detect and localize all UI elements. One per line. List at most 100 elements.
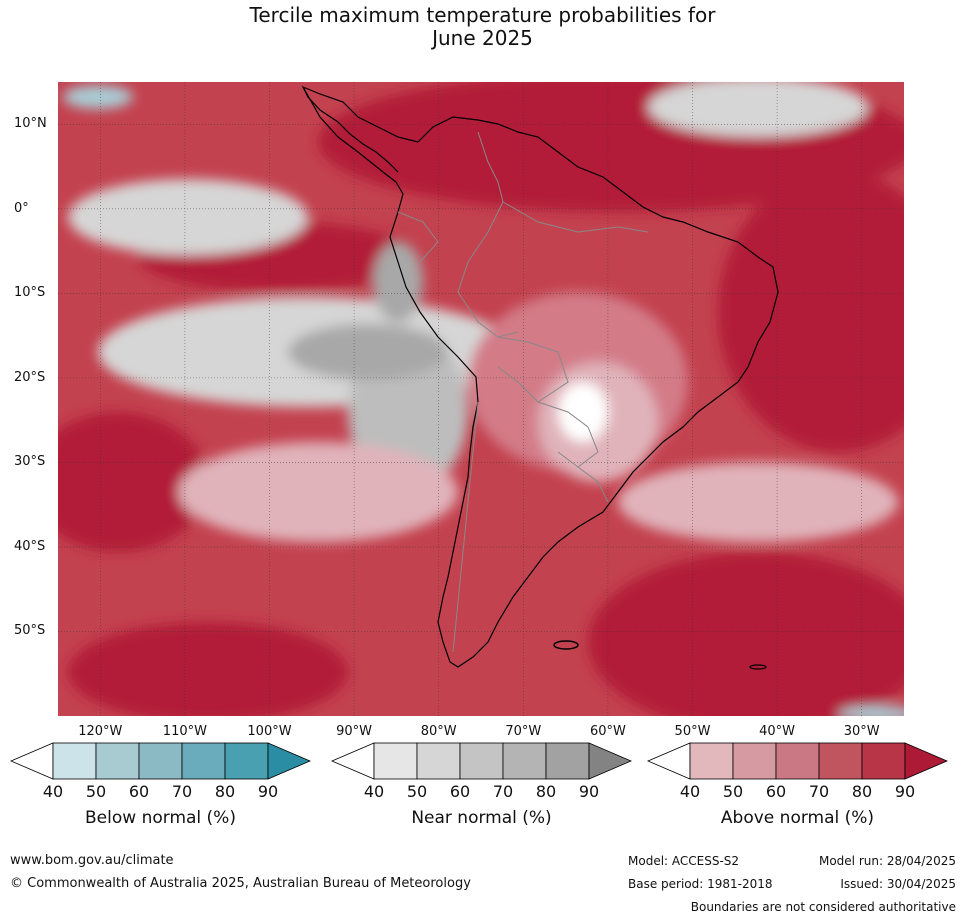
longitude-label: 90°W — [336, 724, 373, 739]
colorbar-tick-label: 90 — [578, 782, 600, 801]
colorbar — [10, 742, 311, 780]
footer-url: www.bom.gov.au/climate — [10, 853, 174, 868]
field-strong-northeast — [718, 172, 904, 452]
map-canvas — [58, 82, 904, 716]
probability-fields — [58, 82, 904, 716]
latitude-label: 0° — [14, 200, 29, 216]
longitude-label: 50°W — [674, 724, 711, 739]
colorbar-segment — [181, 742, 226, 780]
colorbar-tick-label: 80 — [214, 782, 236, 801]
border-ecuador — [397, 211, 439, 263]
colorbar-segment — [732, 742, 777, 780]
border-uruguay — [577, 466, 609, 503]
country-borders — [397, 131, 649, 653]
colorbar — [647, 742, 948, 780]
colorbar-segment — [95, 742, 140, 780]
longitude-label: 70°W — [505, 724, 542, 739]
colorbar-tick-label: 90 — [894, 782, 916, 801]
colorbar-title: Near normal (%) — [411, 808, 552, 828]
colorbar-title: Below normal (%) — [85, 808, 236, 828]
footer-copyright: © Commonwealth of Australia 2025, Austra… — [10, 876, 471, 891]
longitude-label: 30°W — [843, 724, 880, 739]
south-georgia — [749, 664, 767, 670]
field-strong-west — [58, 412, 208, 552]
colorbar-segment — [502, 742, 547, 780]
longitude-label: 60°W — [589, 724, 626, 739]
latitude-label: 10°S — [14, 285, 46, 301]
longitude-label: 40°W — [759, 724, 796, 739]
field-light-south-atlantic — [618, 462, 898, 542]
colorbar-tick-label: 80 — [535, 782, 557, 801]
probability-map — [58, 82, 904, 716]
falkland-islands — [553, 640, 579, 650]
border-paraguay — [537, 401, 599, 468]
colorbar-low-extend — [10, 742, 54, 780]
colorbar-tick-label: 60 — [449, 782, 471, 801]
field-near-dark-2 — [373, 242, 423, 322]
colorbar-tick-label: 70 — [492, 782, 514, 801]
field-near-dark-1 — [288, 324, 448, 380]
field-near-northeast — [648, 82, 868, 137]
south-america-coastline — [301, 85, 779, 668]
footer-base-period: Base period: 1981-2018 — [628, 877, 773, 891]
border-argentina-chile — [452, 401, 479, 653]
colorbar-tick-label: 60 — [765, 782, 787, 801]
footer-model-run: Model run: 28/04/2025 — [818, 854, 956, 868]
colorbar-tick-label: 50 — [722, 782, 744, 801]
colorbar — [331, 742, 632, 780]
colorbar-segment — [689, 742, 734, 780]
colorbar-high-extend — [904, 742, 948, 780]
colorbar-segment — [861, 742, 906, 780]
longitude-label: 80°W — [420, 724, 457, 739]
colorbar-tick-label: 90 — [257, 782, 279, 801]
colorbar-high-extend — [588, 742, 632, 780]
colorbar-tick-label: 40 — [42, 782, 64, 801]
latitude-label: 40°S — [14, 538, 46, 554]
field-strong-atlantic — [588, 552, 904, 716]
colorbar-segment — [224, 742, 269, 780]
footer-disclaimer: Boundaries are not considered authoritat… — [690, 900, 956, 914]
field-white-central — [558, 382, 608, 442]
colorbar-segment — [459, 742, 504, 780]
latitude-label: 20°S — [14, 369, 46, 385]
field-below-northwest — [63, 85, 133, 109]
latitude-label: 10°N — [14, 116, 47, 132]
colorbar-tick-label: 50 — [406, 782, 428, 801]
colorbar-low-extend — [647, 742, 691, 780]
colorbar-title: Above normal (%) — [720, 808, 875, 828]
field-below-southeast — [838, 706, 904, 716]
chart-title: Tercile maximum temperature probabilitie… — [0, 4, 965, 50]
longitude-label: 120°W — [78, 724, 123, 739]
colorbar-segment — [545, 742, 590, 780]
footer-issued: Issued: 30/04/2025 — [840, 877, 956, 891]
latitude-label: 30°S — [14, 454, 46, 470]
border-bolivia — [497, 336, 569, 403]
colorbar-segment — [818, 742, 863, 780]
longitude-label: 100°W — [247, 724, 292, 739]
graticule — [58, 82, 904, 716]
central-america-coastline — [302, 86, 399, 173]
title-line-2: June 2025 — [432, 26, 533, 50]
colorbar-tick-label: 60 — [128, 782, 150, 801]
colorbar-segment — [52, 742, 97, 780]
field-light-north-pacific — [178, 442, 458, 542]
field-strong-southwest — [68, 622, 348, 716]
border-colombia-venezuela — [477, 131, 504, 233]
colorbar-segment — [138, 742, 183, 780]
colorbar-high-extend — [267, 742, 311, 780]
colorbar-tick-label: 50 — [85, 782, 107, 801]
colorbar-segment — [373, 742, 418, 780]
colorbar-tick-label: 70 — [808, 782, 830, 801]
border-venezuela-brazil — [502, 201, 649, 233]
border-peru-brazil — [457, 231, 519, 338]
colorbar-tick-label: 40 — [679, 782, 701, 801]
title-line-1: Tercile maximum temperature probabilitie… — [249, 3, 716, 27]
colorbar-segment — [775, 742, 820, 780]
field-near-equatorial — [68, 179, 308, 255]
colorbar-tick-label: 40 — [363, 782, 385, 801]
colorbar-segment — [416, 742, 461, 780]
colorbar-low-extend — [331, 742, 375, 780]
longitude-label: 110°W — [162, 724, 207, 739]
latitude-label: 50°S — [14, 623, 46, 639]
footer-model: Model: ACCESS-S2 — [628, 854, 740, 868]
